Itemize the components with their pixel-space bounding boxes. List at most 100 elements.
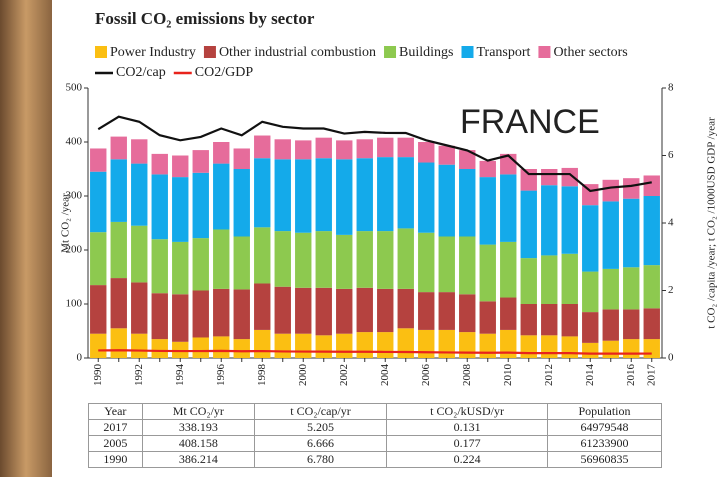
bar-segment [397, 228, 414, 289]
bar-segment [233, 289, 250, 340]
y2-tick-label: 2 [668, 284, 674, 296]
x-tick-label: 2000 [297, 364, 309, 387]
legend-swatch [95, 46, 107, 58]
bar-segment [274, 333, 291, 358]
bar-segment [192, 172, 209, 239]
table-cell: 0.224 [386, 451, 549, 468]
legend-label: Buildings [399, 45, 453, 60]
bar-segment [356, 158, 373, 232]
table-cell: 1990 [88, 451, 143, 468]
y2-tick-label: 4 [668, 217, 674, 229]
bar-segment [151, 339, 168, 358]
bar-segment [520, 304, 537, 336]
summary-table: Year Mt CO₂/yr t CO₂/cap/yr t CO₂/kUSD/yr Po… [88, 403, 662, 468]
bar-segment [110, 221, 127, 279]
bar-segment [377, 157, 394, 232]
bar-segment [131, 333, 148, 358]
bar-segment [520, 335, 537, 358]
bar-segment [418, 329, 435, 358]
bar-segment [377, 288, 394, 333]
x-tick-label: 2012 [543, 364, 555, 386]
bar-segment [315, 287, 332, 336]
table-cell: 0.131 [386, 419, 549, 436]
x-tick-label: 2010 [502, 364, 514, 387]
x-tick-label: 1996 [215, 364, 227, 387]
table-cell: 408.158 [141, 435, 255, 452]
legend-label: Power Industry [110, 45, 196, 60]
bar-segment [479, 333, 496, 358]
table-cell: 56960835 [547, 451, 662, 468]
line [98, 349, 652, 355]
bar-segment [172, 177, 189, 242]
bar-segment [254, 158, 271, 228]
bar-segment [315, 335, 332, 358]
bar-segment [541, 169, 558, 186]
table-cell: 2017 [88, 419, 143, 436]
bar-segment [479, 177, 496, 245]
table-header-row: Year Mt CO₂/yr t CO₂/cap/yr t CO₂/kUSD/yr Po… [88, 403, 662, 420]
bar-segment [233, 148, 250, 169]
table-cell: 338.193 [141, 419, 255, 436]
x-tick-label: 2016 [625, 364, 637, 387]
bar-segment [356, 332, 373, 358]
bar-segment [151, 293, 168, 340]
bar-segment [397, 288, 414, 329]
bar-segment [643, 265, 660, 309]
x-tick-label: 1992 [133, 364, 145, 386]
bar-segment [438, 236, 455, 293]
bar-segment [336, 288, 353, 334]
bar-segment [356, 139, 373, 159]
bar-segment [295, 333, 312, 358]
bar-segment [131, 282, 148, 334]
bar-segment [90, 285, 107, 334]
bar-segment [459, 294, 476, 333]
bar-segment [438, 164, 455, 237]
bar-segment [602, 340, 619, 358]
bar-segment [192, 150, 209, 173]
bar-segment [315, 158, 332, 232]
bar-segment [233, 339, 250, 358]
table-header-cell: Mt CO₂/yr [141, 403, 255, 420]
bar-segment [643, 308, 660, 340]
table-cell: 61233900 [547, 435, 662, 452]
bar-segment [438, 329, 455, 358]
chart-title: Fossil CO₂ emissions by sector [95, 9, 315, 28]
bar-segment [520, 190, 537, 259]
table-cell: 6.666 [253, 435, 388, 452]
bar-segment [151, 239, 168, 294]
table-row: 2005 408.158 6.666 0.177 61233900 [88, 435, 662, 452]
bar-segment [500, 297, 517, 330]
bar-segment [541, 304, 558, 336]
bar-segment [192, 290, 209, 338]
bar-segment [192, 238, 209, 291]
bar-segment [336, 234, 353, 289]
bar-segment [213, 336, 230, 358]
x-tick-label: 2006 [420, 364, 432, 387]
y-tick-label: 300 [66, 190, 83, 202]
bar-segment [295, 232, 312, 288]
bar-segment [110, 328, 127, 358]
table-cell: 6.780 [253, 451, 388, 468]
bar-segment [500, 174, 517, 242]
bar-segment [561, 167, 578, 187]
bar-segment [315, 231, 332, 288]
x-tick-label: 1994 [174, 364, 186, 387]
bar-segment [602, 179, 619, 202]
table-header-cell: t CO₂/cap/yr [253, 403, 388, 420]
legend-label: CO2/cap [116, 65, 166, 80]
bar-segment [110, 136, 127, 160]
bar-segment [459, 150, 476, 169]
bar-segment [459, 169, 476, 237]
legend-label: Other industrial combustion [219, 45, 376, 60]
x-tick-label: 2008 [461, 364, 473, 387]
bar-segment [418, 292, 435, 330]
bar-segment [418, 232, 435, 293]
bar-segment [295, 140, 312, 160]
bar-segment [397, 137, 414, 158]
bar-segment [623, 198, 640, 268]
bar-segment [643, 175, 660, 196]
legend-label: CO2/GDP [195, 65, 254, 80]
x-tick-label: 1990 [92, 364, 104, 387]
bar-segment [438, 145, 455, 165]
